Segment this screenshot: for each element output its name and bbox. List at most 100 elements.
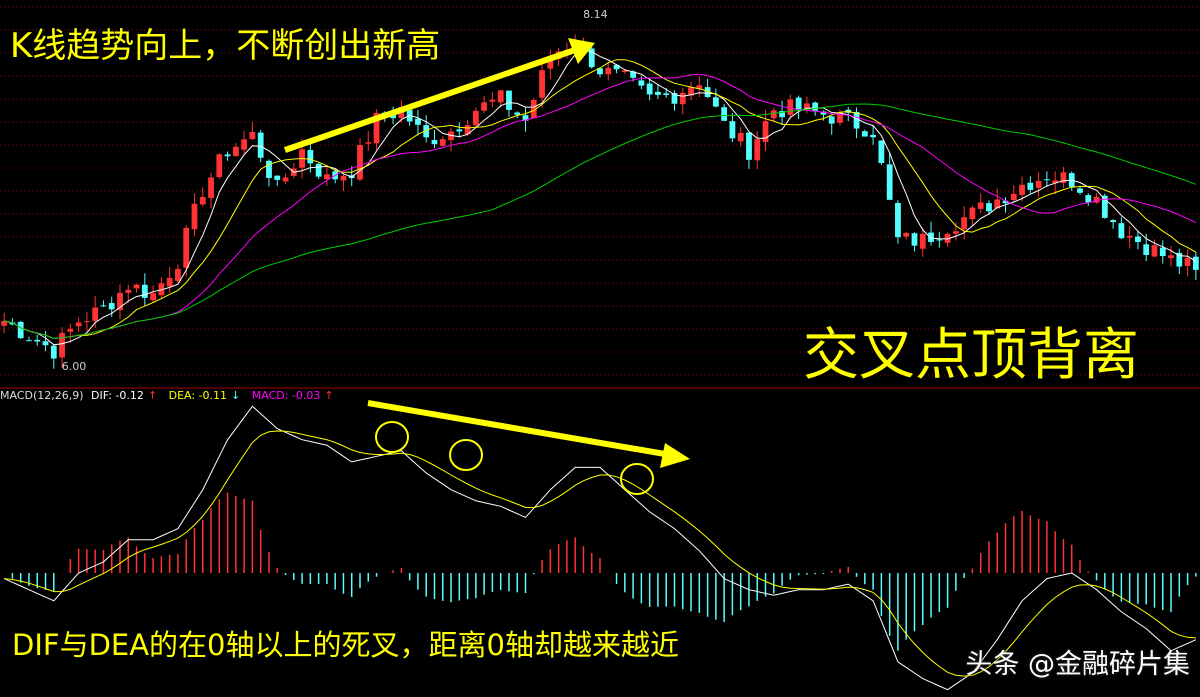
cross-point-circle [620, 463, 654, 495]
candle-down [1077, 188, 1083, 193]
candle-up [472, 110, 479, 126]
candle-up [357, 145, 363, 180]
candle-up [994, 199, 1001, 209]
candle-down [42, 341, 49, 346]
ma60-line [3, 103, 1197, 340]
candle-down [638, 80, 645, 86]
dif-legend: DIF: -0.12 ↑ [91, 389, 161, 402]
candle-up [249, 131, 256, 139]
candle-up [961, 217, 968, 230]
candle-up [175, 268, 181, 281]
candle-down [506, 90, 512, 110]
candle-up [1151, 245, 1158, 257]
candle-down [729, 121, 736, 139]
candle-up [977, 202, 984, 209]
candle-up [1019, 184, 1025, 195]
macd-value-legend: MACD: -0.03 ↑ [252, 389, 338, 402]
candle-down [1101, 195, 1108, 218]
candle-up [1093, 196, 1100, 203]
candle-up [208, 177, 214, 198]
candle-up [117, 292, 123, 311]
divergence-arrow-shaft [367, 400, 666, 457]
candle-down [315, 163, 322, 177]
candle-up [621, 70, 628, 73]
ma5-line [3, 49, 1197, 346]
candle-down [224, 154, 231, 157]
candle-down [522, 115, 529, 121]
candle-down [663, 93, 670, 95]
candle-down [1192, 256, 1199, 270]
ma10-line [3, 59, 1197, 340]
candle-down [795, 97, 802, 110]
candle-down [100, 305, 107, 307]
candle-down [870, 134, 876, 138]
candle-up [216, 154, 223, 178]
candle-up [969, 207, 976, 219]
candle-down [597, 68, 603, 75]
candle-down [50, 345, 57, 359]
dif-value: DIF: -0.12 [91, 389, 144, 402]
candle-down [1027, 182, 1034, 190]
annotation-dead-cross: DIF与DEA的在0轴以上的死叉，距离0轴却越来越近 [12, 628, 679, 662]
candle-down [886, 164, 893, 200]
candle-down [1143, 244, 1150, 255]
candle-down [895, 202, 901, 238]
candle-up [787, 99, 794, 115]
candle-up [365, 142, 372, 144]
candle-up [75, 322, 82, 327]
candle-up [539, 70, 545, 98]
candle-down [820, 111, 827, 115]
candle-down [613, 64, 620, 70]
candle-down [630, 71, 636, 78]
candle-up [150, 293, 156, 301]
candle-down [646, 83, 653, 95]
candle-down [307, 149, 314, 164]
dea-arrow-icon: ↓ [231, 389, 241, 402]
candle-down [936, 239, 943, 241]
candle-up [282, 177, 289, 182]
divergence-arrow-head-icon [660, 443, 690, 468]
cross-point-circle [449, 439, 483, 471]
candle-up [489, 99, 496, 102]
candle-down [1044, 179, 1050, 181]
candle-up [1035, 180, 1042, 188]
candle-up [340, 176, 347, 181]
dea-line [4, 430, 1196, 677]
candle-up [919, 233, 926, 249]
candle-down [671, 93, 678, 104]
candle-up [133, 284, 140, 289]
candle-up [125, 289, 132, 293]
candle-up [92, 307, 99, 321]
candle-down [1085, 195, 1092, 203]
candle-up [439, 139, 446, 146]
candle-down [423, 125, 430, 138]
candle-down [911, 233, 918, 246]
candle-down [1002, 200, 1009, 204]
low-price-label: 6.00 [61, 360, 87, 373]
watermark: 头条 @金融碎片集 [965, 649, 1190, 680]
candle-down [704, 87, 711, 98]
candle-up [837, 112, 843, 123]
candle-up [530, 99, 537, 119]
candle-up [497, 90, 504, 103]
cross-point-circle [375, 421, 409, 453]
candle-down [779, 111, 785, 118]
candle-down [456, 129, 463, 132]
candle-down [1135, 236, 1141, 243]
candle-down [928, 232, 934, 242]
candle-down [1159, 247, 1166, 257]
ma20-line [3, 73, 1197, 340]
candle-up [59, 332, 65, 358]
candle-down [986, 203, 992, 212]
candle-up [1060, 172, 1067, 183]
candle-down [390, 115, 396, 119]
candle-down [588, 48, 595, 68]
candle-up [903, 233, 910, 237]
candle-up [547, 55, 554, 69]
candle-up [762, 121, 769, 142]
candle-down [828, 116, 835, 124]
trend-arrow-shaft [284, 47, 576, 153]
candle-up [679, 92, 686, 105]
